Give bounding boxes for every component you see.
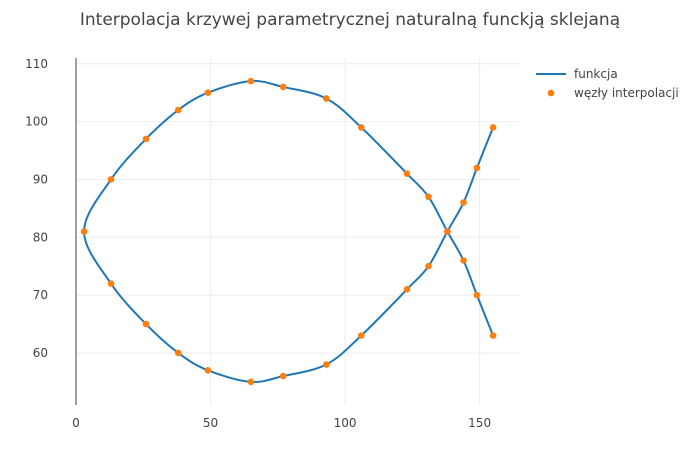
y-tick-label: 80 (33, 230, 48, 244)
interpolation-node-point (204, 89, 212, 96)
interpolation-node-point (403, 286, 411, 293)
legend-marker-swatch (547, 89, 555, 97)
interpolation-node-point (357, 124, 365, 131)
y-tick-label: 100 (25, 115, 48, 129)
interpolation-node-point (80, 228, 88, 235)
interpolation-node-point (473, 291, 481, 299)
interpolation-node-point (444, 228, 451, 235)
grid (76, 58, 520, 405)
interpolation-node-point (142, 135, 150, 143)
interpolation-node-point (107, 176, 115, 183)
legend[interactable]: funkcja węzły interpolacji (536, 67, 679, 100)
interpolation-node-point (279, 372, 287, 380)
interpolation-node-point (403, 170, 411, 177)
interpolation-node-point (279, 83, 287, 91)
x-tick-label: 0 (72, 416, 80, 430)
legend-entry-label: funkcja (574, 67, 618, 81)
interpolation-node-point (473, 164, 481, 172)
axes: 60 70 80 90 100 110 0 50 100 150 (25, 57, 491, 430)
series (80, 77, 497, 386)
x-tick-label: 100 (334, 416, 357, 430)
interpolation-node-point (107, 280, 115, 287)
chart-title: Interpolacja krzywej parametrycznej natu… (79, 10, 621, 30)
interpolation-node-point (142, 320, 150, 328)
y-tick-label: 90 (33, 172, 48, 186)
interpolation-node-point (425, 262, 432, 270)
x-tick-label: 50 (203, 416, 218, 430)
interpolation-node-point (489, 124, 497, 131)
x-tick-label: 150 (468, 416, 491, 430)
interpolation-node-point (357, 332, 365, 339)
interpolation-node-point (322, 361, 330, 368)
interpolation-node-point (425, 193, 432, 201)
interpolation-node-point (322, 95, 330, 102)
legend-entry-label: węzły interpolacji (574, 86, 679, 100)
series-line-funkcja (83, 79, 495, 384)
interpolation-node-point (247, 77, 255, 85)
interpolation-node-point (460, 199, 467, 206)
interpolation-node-point (460, 257, 467, 264)
y-tick-label: 70 (33, 288, 48, 302)
interpolation-node-point (247, 378, 255, 386)
y-tick-label: 60 (33, 346, 48, 360)
interpolation-node-point (204, 367, 212, 374)
interpolation-node-point (489, 332, 497, 339)
y-tick-label: 110 (25, 57, 48, 71)
interpolation-node-point (174, 349, 182, 357)
interpolation-node-point (174, 106, 182, 114)
